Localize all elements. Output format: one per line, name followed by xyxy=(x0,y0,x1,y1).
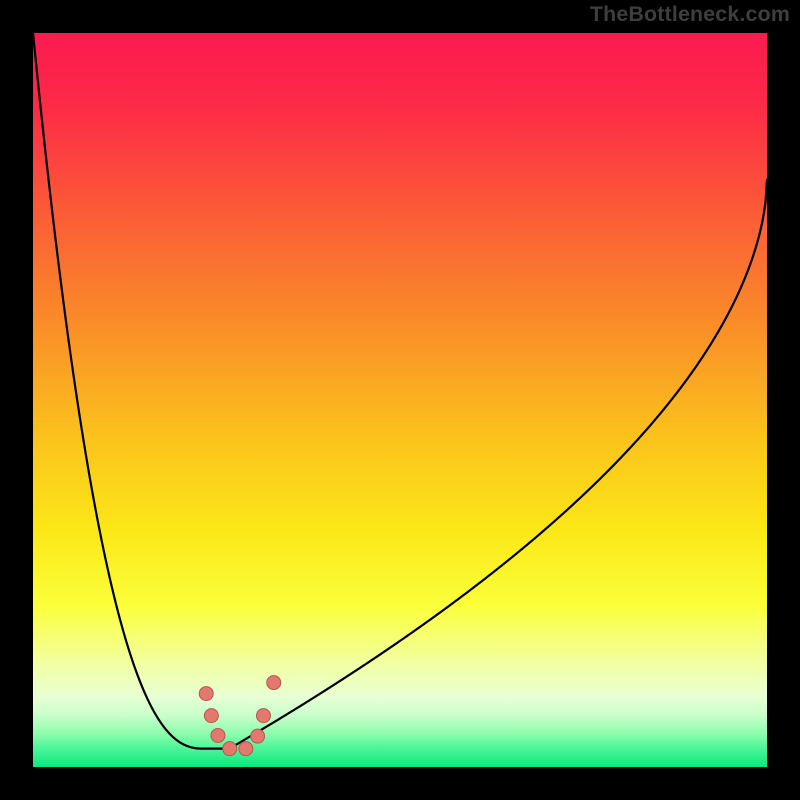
marker-dot xyxy=(256,709,270,723)
marker-dot xyxy=(211,728,225,742)
watermark-text: TheBottleneck.com xyxy=(590,2,790,27)
marker-dot xyxy=(251,729,265,743)
marker-dot xyxy=(267,676,281,690)
chart-frame: TheBottleneck.com xyxy=(0,0,800,800)
plot-background xyxy=(33,33,767,767)
marker-dot xyxy=(239,742,253,756)
marker-dot xyxy=(204,709,218,723)
marker-dot xyxy=(223,742,237,756)
marker-dot xyxy=(199,687,213,701)
chart-svg xyxy=(0,0,800,800)
